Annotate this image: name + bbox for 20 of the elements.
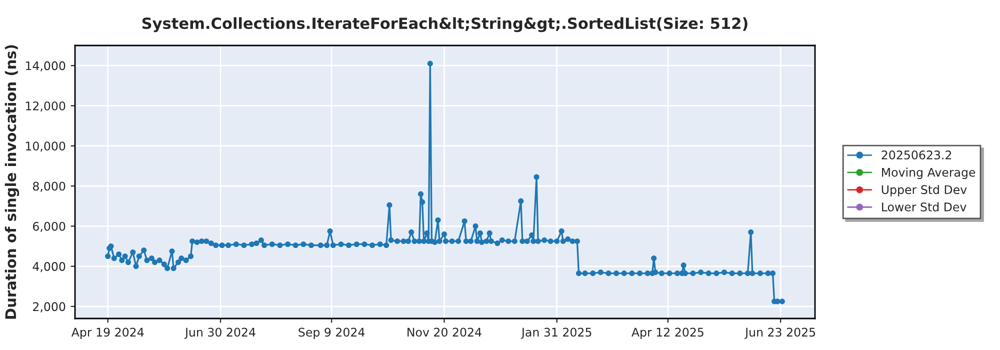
x-tick-label: Jun 30 2024 [184,328,256,339]
y-tick-label: 10,000 [26,142,66,152]
y-axis-title: Duration of single invocation (ns) [4,45,20,319]
y-tick-label: 6,000 [33,222,66,232]
x-tick-label: Jan 31 2025 [520,328,592,339]
legend-label: Moving Average [882,168,976,180]
y-tick-label: 4,000 [32,262,66,272]
chart-title: System.Collections.IterateForEach&lt;String&gt;.SortedList(Size: 512) [142,17,748,32]
y-tick-label: 14,000 [26,61,66,72]
x-tick-label: Jun 23 2025 [744,328,816,339]
x-tick-label: Sep 9 2024 [298,328,365,339]
legend-label: 20250623.2 [882,150,952,160]
y-tick-label: 2,000 [33,302,66,312]
y-tick-label: 12,000 [26,101,66,112]
legend-label: Upper Std Dev [882,184,967,196]
x-tick-label: Apr 12 2025 [632,328,704,339]
x-tick-label: Nov 20 2024 [408,328,482,337]
legend-label: Lower Std Dev [882,202,966,212]
x-tick-label: Apr 19 2024 [71,328,144,339]
y-tick-label: 8,000 [32,182,66,192]
